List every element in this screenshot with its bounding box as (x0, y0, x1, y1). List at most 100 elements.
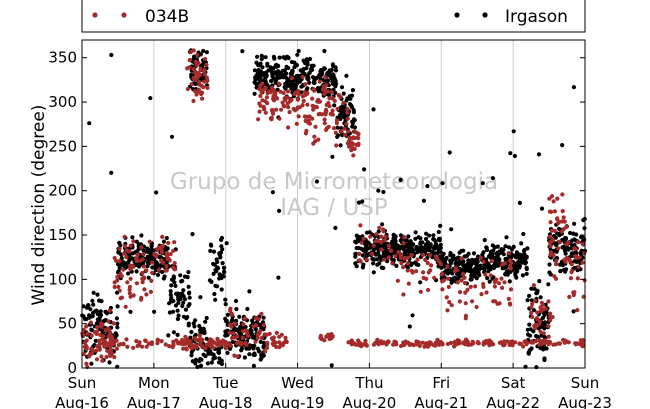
point-034b-963 (564, 224, 569, 229)
point-034b-882 (506, 296, 511, 301)
point-irgason-1846 (87, 121, 92, 126)
point-irgason-411 (201, 48, 206, 54)
point-034b-266 (203, 57, 208, 62)
point-irgason-1777 (581, 218, 586, 223)
point-034b-521 (323, 112, 328, 117)
point-irgason-812 (284, 64, 289, 69)
point-irgason-1860 (376, 188, 381, 193)
point-irgason-91 (90, 314, 95, 319)
point-034b-808 (402, 235, 407, 240)
point-irgason-1799 (558, 262, 563, 267)
point-034b-220 (215, 336, 220, 341)
point-034b-880 (478, 255, 483, 260)
point-034b-838 (401, 241, 406, 246)
point-034b-450 (268, 116, 273, 121)
point-irgason-1559 (513, 272, 518, 278)
point-irgason-1633 (529, 286, 534, 291)
point-034b-170 (160, 234, 165, 239)
point-irgason-3 (88, 307, 93, 312)
point-034b-163 (124, 337, 129, 342)
point-irgason-342 (204, 336, 209, 341)
point-irgason-1858 (277, 208, 282, 213)
point-034b-791 (357, 258, 362, 263)
point-034b-825 (389, 248, 394, 253)
point-034b-827 (405, 261, 410, 266)
watermark-line-2: IAG / USP (280, 195, 388, 221)
point-irgason-1560 (487, 279, 492, 284)
point-034b-873 (457, 299, 462, 304)
point-034b-802 (426, 287, 431, 293)
point-034b-830 (423, 257, 428, 262)
point-irgason-1851 (148, 96, 153, 101)
point-irgason-1619 (487, 267, 492, 272)
point-034b-111 (139, 297, 144, 302)
point-irgason-954 (350, 88, 355, 93)
point-034b-572 (347, 141, 352, 146)
point-irgason-1464 (440, 254, 445, 260)
point-irgason-853 (293, 63, 298, 68)
point-irgason-494 (209, 279, 214, 284)
point-irgason-823 (270, 74, 275, 79)
point-034b-878 (473, 284, 478, 289)
point-034b-68 (98, 332, 103, 338)
point-034b-74 (125, 280, 130, 285)
point-034b-144 (137, 340, 142, 345)
point-irgason-852 (273, 78, 279, 83)
point-034b-793 (381, 229, 386, 234)
point-034b-465 (270, 108, 275, 113)
point-irgason-505 (215, 259, 220, 265)
point-irgason-799 (272, 56, 277, 61)
point-034b-263 (200, 96, 205, 101)
point-irgason-219 (118, 243, 123, 248)
point-irgason-1321 (436, 236, 442, 242)
point-034b-847 (470, 299, 475, 304)
point-034b-468 (281, 90, 286, 96)
point-034b-549 (338, 95, 343, 100)
point-irgason-643 (245, 306, 250, 312)
point-034b-896 (507, 301, 513, 306)
point-irgason-502 (220, 247, 225, 252)
point-irgason-1561 (523, 261, 528, 266)
point-034b-359 (227, 322, 232, 327)
point-irgason-1109 (353, 239, 358, 244)
point-irgason-172 (162, 274, 167, 279)
point-034b-66 (81, 327, 86, 333)
point-034b-427 (296, 114, 301, 119)
point-034b-792 (364, 257, 369, 262)
point-irgason-1598 (500, 247, 506, 253)
point-irgason-1830 (580, 235, 585, 240)
point-irgason-802 (283, 81, 288, 86)
point-irgason-1474 (463, 254, 468, 259)
point-034b-908 (529, 305, 534, 310)
point-034b-837 (429, 263, 434, 268)
point-irgason-333 (184, 316, 189, 321)
point-irgason-794 (298, 68, 304, 73)
point-034b-129 (141, 264, 146, 269)
point-034b-148 (116, 342, 121, 347)
point-034b-816 (421, 270, 426, 275)
point-034b-546 (331, 126, 337, 131)
point-034b-859 (465, 287, 470, 292)
point-034b-539 (303, 131, 308, 136)
point-irgason-850 (271, 66, 276, 71)
point-034b-99 (124, 255, 129, 260)
point-034b-180 (172, 261, 177, 266)
point-034b-290 (202, 68, 207, 73)
point-034b-758 (409, 342, 414, 347)
point-034b-990 (576, 240, 581, 245)
point-034b-357 (228, 343, 233, 348)
point-irgason-1557 (504, 235, 509, 240)
point-034b-692 (423, 341, 429, 346)
point-034b-161 (111, 342, 116, 347)
point-irgason-882 (333, 90, 338, 95)
point-034b-318 (208, 341, 213, 346)
point-034b-884 (506, 251, 512, 256)
point-irgason-905 (326, 78, 331, 83)
point-irgason-1466 (473, 271, 478, 276)
point-034b-517 (316, 99, 321, 104)
point-irgason-572 (255, 346, 260, 351)
point-034b-972 (550, 237, 555, 242)
point-irgason-1880 (571, 309, 576, 314)
point-034b-122 (123, 304, 128, 309)
point-irgason-1700 (543, 346, 548, 351)
